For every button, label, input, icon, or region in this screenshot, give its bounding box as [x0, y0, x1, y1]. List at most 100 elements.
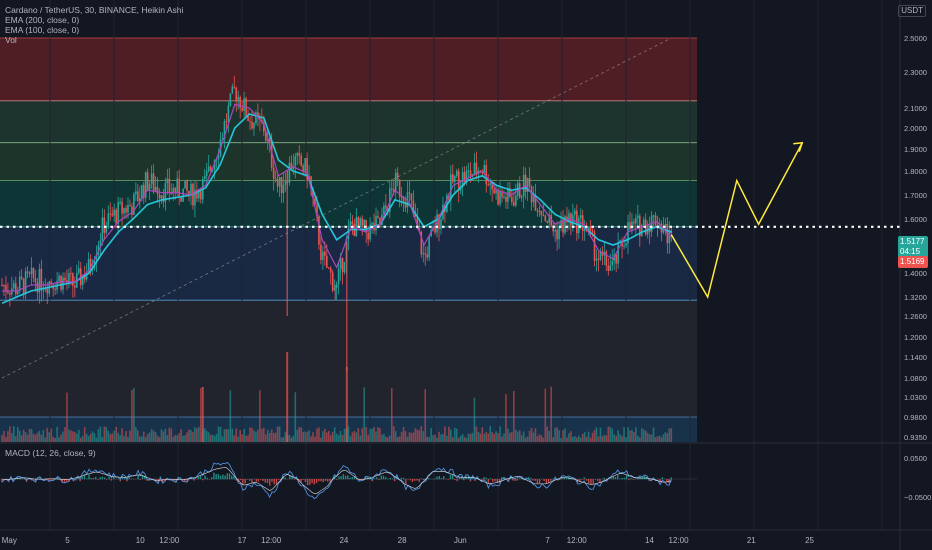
macd-histogram-bar — [489, 478, 492, 480]
volume-bar — [564, 428, 566, 442]
volume-bar — [605, 435, 608, 442]
candle-body — [81, 274, 84, 286]
candle-body — [168, 178, 171, 194]
volume-bar — [286, 352, 289, 442]
macd-histogram-bar — [81, 476, 84, 480]
macd-histogram-bar — [628, 479, 630, 481]
ema200-label[interactable]: EMA (200, close, 0) — [5, 15, 80, 25]
volume-bar — [312, 432, 314, 442]
candle-body — [591, 230, 594, 233]
macd-histogram-bar — [547, 479, 550, 483]
volume-bar — [170, 428, 173, 442]
price-tick-label: 2.1000 — [904, 104, 927, 113]
volume-bar — [326, 432, 328, 442]
candle-body — [337, 268, 340, 284]
macd-histogram-bar — [480, 479, 483, 481]
time-tick-label: 12:00 — [567, 536, 588, 545]
macd-histogram-bar — [451, 474, 454, 480]
volume-bar — [138, 436, 141, 442]
price-tick-label: 1.0800 — [904, 374, 927, 383]
volume-bar — [196, 428, 198, 442]
symbol-title[interactable]: Cardano / TetherUS, 30, BINANCE, Heikin … — [5, 5, 184, 15]
candle-body — [194, 189, 196, 206]
candle-body — [371, 222, 373, 225]
volume-bar — [650, 434, 653, 442]
macd-histogram-bar — [289, 474, 291, 480]
volume-bar — [117, 432, 119, 442]
volume-bars — [1, 352, 673, 442]
volume-bar — [198, 426, 200, 442]
macd-histogram-bar — [293, 479, 295, 480]
macd-histogram-bar — [103, 477, 106, 480]
macd-histogram-bar — [530, 477, 532, 480]
price-tick-label: 1.3200 — [904, 293, 927, 302]
volume-bar — [570, 431, 572, 442]
volume-bar — [357, 428, 360, 442]
macd-histogram-bar — [351, 477, 353, 480]
macd-histogram-bar — [369, 478, 371, 480]
volume-bar — [528, 430, 531, 442]
macd-label[interactable]: MACD (12, 26, close, 9) — [5, 448, 96, 458]
macd-histogram-bar — [630, 478, 632, 480]
volume-bar — [36, 432, 39, 442]
candle-body — [278, 177, 281, 187]
volume-bar — [174, 435, 177, 442]
candle-body — [28, 272, 31, 274]
macd-tick-label: −0.0500 — [904, 493, 931, 502]
macd-histogram-bar — [240, 479, 242, 481]
macd-histogram-bar — [402, 477, 405, 480]
candle-body — [633, 221, 635, 224]
volume-bar — [178, 433, 180, 442]
candle-body — [390, 188, 393, 190]
macd-histogram-bar — [106, 479, 108, 480]
candle-body — [304, 158, 306, 172]
macd-histogram-bar — [536, 479, 539, 484]
candle-body — [658, 223, 661, 228]
macd-histogram-bar — [454, 479, 456, 480]
volume-bar — [562, 430, 564, 442]
macd-histogram-bar — [663, 478, 666, 480]
volume-bar — [400, 432, 403, 442]
volume-bar — [5, 437, 7, 442]
candle-body — [24, 271, 27, 294]
macd-histogram-bar — [97, 479, 99, 480]
volume-bar — [656, 436, 659, 442]
candle-body — [640, 225, 643, 237]
volume-bar — [353, 431, 356, 442]
volume-bar — [381, 434, 383, 442]
candle-body — [499, 191, 501, 205]
candle-body — [489, 183, 491, 185]
macd-histogram-bar — [77, 477, 79, 480]
macd-histogram-bar — [324, 479, 327, 481]
price-tick-label: 1.2600 — [904, 312, 927, 321]
volume-bar — [363, 387, 366, 442]
macd-histogram-bar — [512, 479, 514, 481]
volume-bar — [554, 427, 556, 442]
time-tick-label: 17 — [238, 536, 247, 545]
volume-bar — [135, 427, 137, 442]
candle-body — [518, 183, 521, 198]
volume-bar — [148, 432, 151, 442]
candle-body — [467, 170, 470, 172]
candle-body — [64, 277, 66, 281]
ema100-label[interactable]: EMA (100, close, 0) — [5, 25, 80, 35]
volume-bar — [379, 428, 381, 442]
volume-bar — [296, 429, 299, 442]
candle-body — [282, 184, 285, 194]
volume-bar — [373, 427, 375, 442]
macd-histogram-bar — [612, 476, 614, 480]
candle-body — [538, 210, 541, 212]
volume-bar — [278, 426, 281, 442]
candle-body — [333, 287, 336, 291]
volume-bar — [219, 427, 222, 442]
candle-body — [511, 196, 513, 203]
volume-bar — [261, 428, 263, 442]
candle-body — [138, 198, 141, 202]
vol-label[interactable]: Vol — [5, 35, 17, 45]
volume-bar — [30, 429, 33, 442]
candle-body — [241, 107, 243, 111]
macd-histogram-bar — [222, 474, 224, 480]
candle-body — [87, 258, 90, 273]
currency-label[interactable]: USDT — [898, 5, 926, 17]
